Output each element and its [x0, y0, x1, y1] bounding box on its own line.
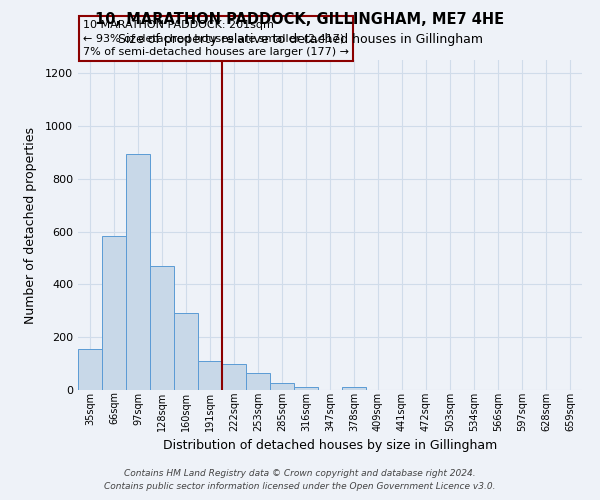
Bar — [294, 388, 318, 390]
Bar — [126, 154, 150, 390]
Bar — [246, 373, 270, 390]
Text: 10, MARATHON PADDOCK, GILLINGHAM, ME7 4HE: 10, MARATHON PADDOCK, GILLINGHAM, ME7 4H… — [95, 12, 505, 28]
X-axis label: Distribution of detached houses by size in Gillingham: Distribution of detached houses by size … — [163, 439, 497, 452]
Bar — [342, 388, 366, 390]
Y-axis label: Number of detached properties: Number of detached properties — [23, 126, 37, 324]
Bar — [102, 236, 126, 390]
Text: Contains public sector information licensed under the Open Government Licence v3: Contains public sector information licen… — [104, 482, 496, 491]
Bar — [222, 364, 246, 390]
Bar — [270, 382, 294, 390]
Text: Size of property relative to detached houses in Gillingham: Size of property relative to detached ho… — [118, 32, 482, 46]
Text: 10 MARATHON PADDOCK: 201sqm
← 93% of detached houses are smaller (2,417)
7% of s: 10 MARATHON PADDOCK: 201sqm ← 93% of det… — [83, 20, 349, 57]
Bar — [150, 266, 174, 390]
Text: Contains HM Land Registry data © Crown copyright and database right 2024.: Contains HM Land Registry data © Crown c… — [124, 468, 476, 477]
Bar — [174, 314, 198, 390]
Bar — [78, 349, 102, 390]
Bar — [198, 361, 222, 390]
